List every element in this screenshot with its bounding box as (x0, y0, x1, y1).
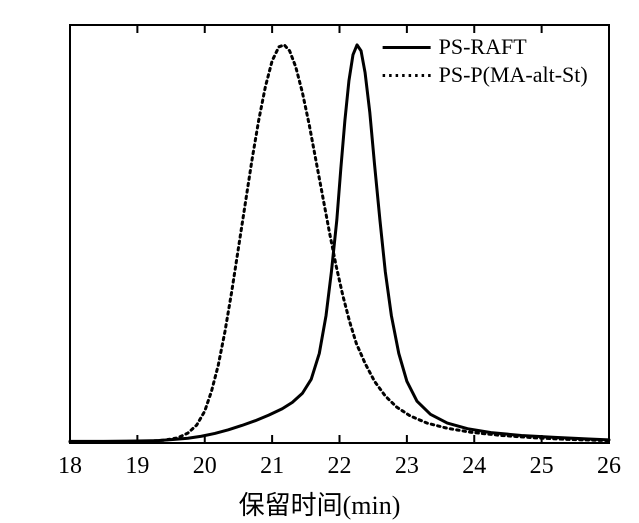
x-tick-label: 23 (395, 453, 419, 479)
x-tick-label: 21 (260, 453, 284, 479)
x-tick-label: 18 (58, 453, 82, 479)
series-ps_raft (70, 45, 609, 442)
x-tick-label: 20 (193, 453, 217, 479)
x-tick-label: 26 (597, 453, 621, 479)
legend-label-ps_pma: PS-P(MA-alt-St) (439, 62, 588, 87)
x-tick-label: 24 (462, 453, 486, 479)
x-tick-label: 25 (530, 453, 554, 479)
x-tick-label: 22 (328, 453, 352, 479)
chromatogram-figure: 18 19 20 21 22 23 24 25 26 PS-RAFT PS-P(MA-alt-St)… (0, 0, 639, 523)
x-tick-label: 19 (125, 453, 149, 479)
plot-frame (70, 25, 609, 443)
series-ps_pma (70, 45, 609, 442)
plot-svg: 18 19 20 21 22 23 24 25 26 PS-RAFT PS-P(MA-alt-St) (0, 0, 639, 523)
legend-label-ps_raft: PS-RAFT (439, 34, 528, 59)
x-axis-label: 保留时间(min) (0, 485, 639, 522)
